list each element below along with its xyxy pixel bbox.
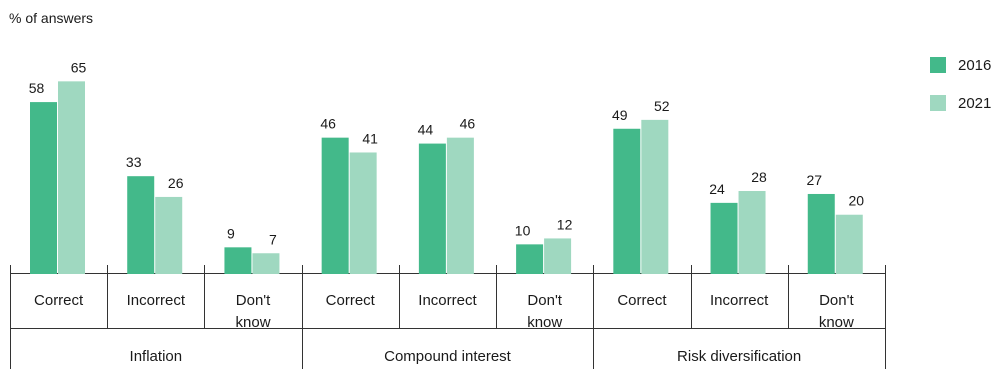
- legend-label-2016: 2016: [958, 56, 992, 74]
- category-label: know: [819, 314, 854, 331]
- group-label: Inflation: [130, 348, 183, 365]
- bar-2021: [58, 81, 85, 274]
- data-label: 7: [269, 231, 277, 247]
- data-label: 9: [227, 225, 235, 241]
- bar-2021: [155, 196, 183, 274]
- bar-2016: [127, 176, 155, 274]
- bar-2016: [224, 247, 252, 274]
- data-label: 46: [320, 116, 336, 132]
- y-axis-label: % of answers: [9, 10, 94, 26]
- legend-label-2021: 2021: [958, 94, 992, 112]
- legend-item-2016: 2016: [930, 55, 991, 75]
- data-label: 52: [654, 98, 670, 114]
- data-label: 24: [709, 181, 725, 197]
- bar-2016: [710, 202, 738, 274]
- bar-2016: [418, 143, 446, 274]
- category-label: Incorrect: [127, 292, 186, 309]
- category-label: Correct: [326, 292, 376, 309]
- category-label: Don't: [819, 292, 854, 309]
- category-label: Correct: [617, 292, 667, 309]
- bar-2016: [30, 102, 57, 274]
- data-label: 46: [460, 116, 476, 132]
- bar-2016: [321, 137, 349, 274]
- group-label: Compound interest: [384, 348, 512, 365]
- category-label: Incorrect: [710, 292, 769, 309]
- data-label: 20: [848, 193, 864, 209]
- data-label: 65: [71, 59, 87, 75]
- bar-2021: [738, 191, 766, 274]
- bar-2021: [252, 253, 280, 274]
- data-label: 44: [418, 122, 434, 138]
- data-label: 10: [515, 222, 531, 238]
- category-label: Don't: [236, 292, 271, 309]
- data-label: 28: [751, 169, 767, 185]
- bar-2021: [835, 214, 863, 274]
- category-label: know: [527, 314, 562, 331]
- data-label: 41: [362, 130, 378, 146]
- bar-2016: [613, 128, 641, 274]
- bar-2016: [807, 193, 835, 274]
- bar-2021: [544, 238, 572, 274]
- data-label: 33: [126, 154, 142, 170]
- bar-2021: [446, 137, 474, 274]
- legend: 2016 2021: [930, 55, 991, 131]
- group-label: Risk diversification: [677, 348, 801, 365]
- legend-item-2021: 2021: [930, 93, 991, 113]
- data-label: 27: [806, 172, 822, 188]
- legend-swatch-2016: [930, 57, 946, 73]
- category-label: know: [236, 314, 271, 331]
- data-label: 12: [557, 216, 573, 232]
- category-label: Incorrect: [418, 292, 477, 309]
- category-label: Correct: [34, 292, 84, 309]
- data-label: 58: [29, 80, 45, 96]
- bar-2021: [349, 152, 377, 274]
- data-label: 49: [612, 107, 628, 123]
- bar-2016: [516, 244, 544, 274]
- data-label: 26: [168, 175, 184, 191]
- category-label: Don't: [527, 292, 562, 309]
- bar-2021: [641, 119, 669, 274]
- legend-swatch-2021: [930, 95, 946, 111]
